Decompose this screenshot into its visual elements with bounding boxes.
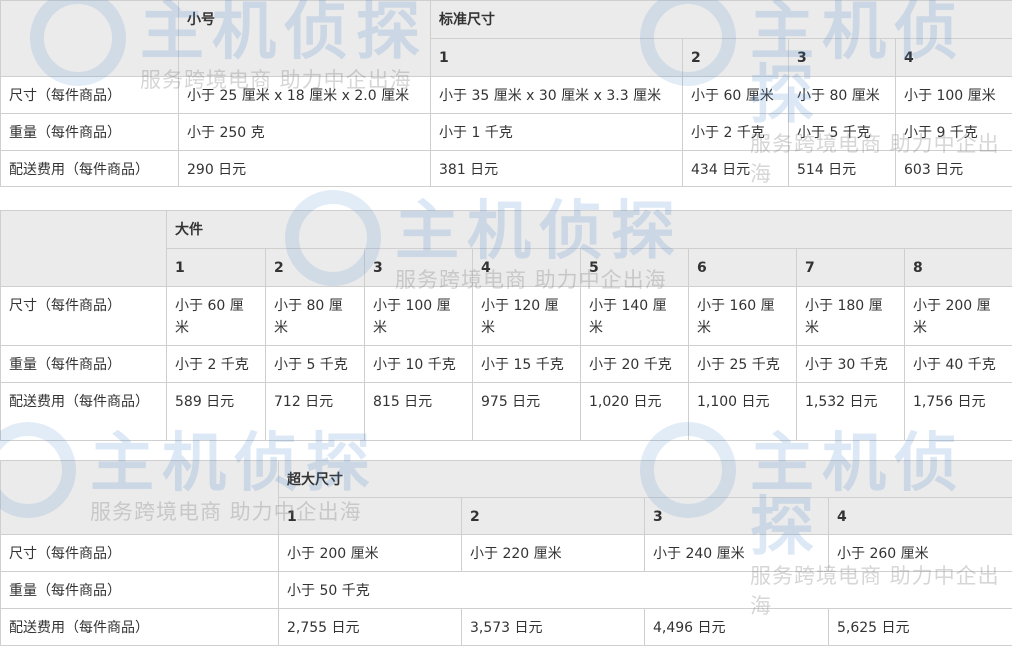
table-row: 配送费用（每件商品） 290 日元 381 日元 434 日元 514 日元 603 日元 <box>0 150 1012 187</box>
table-row: 尺寸（每件商品） 小于 25 厘米 x 18 厘米 x 2.0 厘米 小于 35 厘… <box>0 76 1012 114</box>
corner-header <box>0 0 179 77</box>
cell: 小于 5 千克 <box>788 113 896 151</box>
cell: 小于 250 克 <box>178 113 431 151</box>
header-large: 大件 <box>166 210 1012 249</box>
cell: 小于 140 厘米 <box>580 286 689 346</box>
cell: 小于 160 厘米 <box>688 286 797 346</box>
row-label: 配送费用（每件商品） <box>0 382 167 441</box>
table-row: 配送费用（每件商品） 589 日元 712 日元 815 日元 975 日元 1,020 … <box>0 382 1012 441</box>
row-label: 配送费用（每件商品） <box>0 608 279 646</box>
cell: 2,755 日元 <box>278 608 462 646</box>
row-label: 重量（每件商品） <box>0 113 179 151</box>
cell: 1,756 日元 <box>904 382 1012 441</box>
small-standard-size-table: 小号 标准尺寸 1 2 3 4 尺寸（每件商品） 小于 25 厘米 x 18 厘米… <box>0 0 1012 187</box>
cell: 小于 200 厘米 <box>278 534 462 572</box>
cell: 小于 80 厘米 <box>788 76 896 114</box>
header-standard: 标准尺寸 <box>430 0 1012 39</box>
cell: 603 日元 <box>895 150 1012 187</box>
table-row: 重量（每件商品） 小于 2 千克 小于 5 千克 小于 10 千克 小于 15 千克 小于… <box>0 345 1012 383</box>
sub-header: 3 <box>644 497 829 535</box>
sub-header: 5 <box>580 248 689 287</box>
cell: 514 日元 <box>788 150 896 187</box>
cell: 小于 9 千克 <box>895 113 1012 151</box>
cell: 小于 25 厘米 x 18 厘米 x 2.0 厘米 <box>178 76 431 114</box>
cell: 小于 80 厘米 <box>265 286 365 346</box>
cell: 小于 120 厘米 <box>472 286 581 346</box>
cell: 小于 25 千克 <box>688 345 797 383</box>
table-row: 尺寸（每件商品） 小于 60 厘米 小于 80 厘米 小于 100 厘米 小于 120 … <box>0 286 1012 346</box>
cell: 小于 180 厘米 <box>796 286 905 346</box>
row-label: 尺寸（每件商品） <box>0 286 167 346</box>
sub-header: 7 <box>796 248 905 287</box>
cell: 4,496 日元 <box>644 608 829 646</box>
oversize-table: 超大尺寸 1 2 3 4 尺寸（每件商品） 小于 200 厘米 小于 220 厘… <box>0 460 1012 646</box>
sub-header: 2 <box>265 248 365 287</box>
sub-header: 3 <box>788 38 896 77</box>
row-label: 配送费用（每件商品） <box>0 150 179 187</box>
sub-header: 1 <box>166 248 266 287</box>
cell: 小于 240 厘米 <box>644 534 829 572</box>
cell: 1,100 日元 <box>688 382 797 441</box>
sub-header: 6 <box>688 248 797 287</box>
cell: 小于 2 千克 <box>166 345 266 383</box>
cell: 小于 60 厘米 <box>166 286 266 346</box>
cell: 小于 35 厘米 x 30 厘米 x 3.3 厘米 <box>430 76 683 114</box>
cell: 1,020 日元 <box>580 382 689 441</box>
table-row: 重量（每件商品） 小于 50 千克 <box>0 571 1012 609</box>
cell: 5,625 日元 <box>828 608 1012 646</box>
cell: 小于 10 千克 <box>364 345 473 383</box>
sub-header: 8 <box>904 248 1012 287</box>
sub-header: 4 <box>895 38 1012 77</box>
cell: 小于 40 千克 <box>904 345 1012 383</box>
sub-header: 1 <box>278 497 462 535</box>
sub-header: 1 <box>430 38 683 77</box>
cell: 小于 15 千克 <box>472 345 581 383</box>
cell: 小于 30 千克 <box>796 345 905 383</box>
cell: 小于 100 厘米 <box>895 76 1012 114</box>
sub-header: 4 <box>472 248 581 287</box>
cell: 小于 2 千克 <box>682 113 789 151</box>
table-row: 尺寸（每件商品） 小于 200 厘米 小于 220 厘米 小于 240 厘米 小… <box>0 534 1012 572</box>
cell: 3,573 日元 <box>461 608 645 646</box>
cell: 小于 220 厘米 <box>461 534 645 572</box>
table-row: 配送费用（每件商品） 2,755 日元 3,573 日元 4,496 日元 5,… <box>0 608 1012 646</box>
cell: 434 日元 <box>682 150 789 187</box>
corner-header <box>0 210 167 287</box>
row-label: 尺寸（每件商品） <box>0 534 279 572</box>
cell: 小于 50 千克 <box>278 571 1012 609</box>
cell: 712 日元 <box>265 382 365 441</box>
cell: 小于 5 千克 <box>265 345 365 383</box>
cell: 小于 1 千克 <box>430 113 683 151</box>
cell: 小于 20 千克 <box>580 345 689 383</box>
cell: 1,532 日元 <box>796 382 905 441</box>
cell: 290 日元 <box>178 150 431 187</box>
cell: 小于 100 厘米 <box>364 286 473 346</box>
row-label: 尺寸（每件商品） <box>0 76 179 114</box>
row-label: 重量（每件商品） <box>0 345 167 383</box>
header-small: 小号 <box>178 0 431 77</box>
cell: 小于 260 厘米 <box>828 534 1012 572</box>
cell: 小于 60 厘米 <box>682 76 789 114</box>
row-label: 重量（每件商品） <box>0 571 279 609</box>
sub-header: 4 <box>828 497 1012 535</box>
sub-header: 2 <box>461 497 645 535</box>
table-row: 重量（每件商品） 小于 250 克小于 1 千克 小于 2 千克 小于 5 千克 小于 … <box>0 113 1012 151</box>
cell: 381 日元 <box>430 150 683 187</box>
corner-header <box>0 460 279 535</box>
sub-header: 2 <box>682 38 789 77</box>
cell: 975 日元 <box>472 382 581 441</box>
sub-header: 3 <box>364 248 473 287</box>
cell: 589 日元 <box>166 382 266 441</box>
cell: 815 日元 <box>364 382 473 441</box>
header-oversize: 超大尺寸 <box>278 460 1012 498</box>
cell: 小于 200 厘米 <box>904 286 1012 346</box>
